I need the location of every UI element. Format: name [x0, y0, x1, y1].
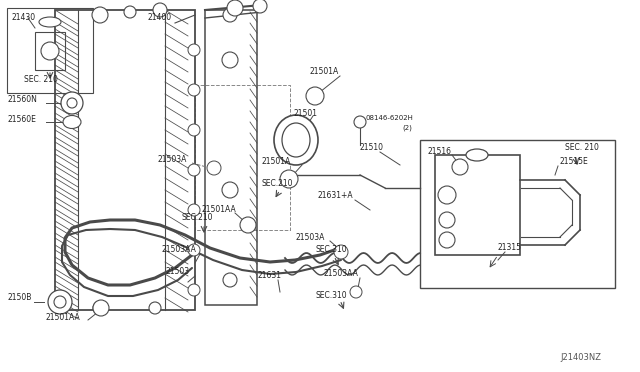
Circle shape — [188, 84, 200, 96]
Circle shape — [354, 116, 366, 128]
Text: 21503AA: 21503AA — [162, 246, 197, 254]
Ellipse shape — [63, 115, 81, 128]
Circle shape — [67, 98, 77, 108]
Ellipse shape — [274, 115, 318, 165]
Circle shape — [306, 87, 324, 105]
Circle shape — [188, 244, 200, 256]
Text: 21501A: 21501A — [262, 157, 291, 167]
Circle shape — [149, 302, 161, 314]
Text: 21430: 21430 — [12, 13, 36, 22]
Circle shape — [207, 161, 221, 175]
Circle shape — [240, 217, 256, 233]
Circle shape — [124, 6, 136, 18]
Bar — [55, 10, 195, 310]
Text: 21503: 21503 — [165, 267, 189, 276]
Text: 08146-6202H: 08146-6202H — [365, 115, 413, 121]
Circle shape — [222, 52, 238, 68]
Circle shape — [439, 212, 455, 228]
Circle shape — [153, 3, 167, 17]
Text: SEC.310: SEC.310 — [315, 292, 347, 301]
Ellipse shape — [466, 149, 488, 161]
Text: (2): (2) — [402, 125, 412, 131]
Circle shape — [61, 92, 83, 114]
Text: 21631: 21631 — [258, 272, 282, 280]
Text: 2150B: 2150B — [8, 294, 33, 302]
Text: SEC.210: SEC.210 — [182, 214, 214, 222]
Text: 21503A: 21503A — [295, 234, 324, 243]
Text: 21400: 21400 — [148, 13, 172, 22]
Circle shape — [188, 44, 200, 56]
Bar — [7, 8, 93, 93]
Text: SEC. 210: SEC. 210 — [565, 144, 599, 153]
Circle shape — [350, 286, 362, 298]
Text: 21510: 21510 — [360, 144, 384, 153]
Ellipse shape — [39, 17, 61, 27]
Circle shape — [223, 8, 237, 22]
Text: 21516: 21516 — [427, 148, 451, 157]
Circle shape — [253, 0, 267, 13]
Text: 21560N: 21560N — [8, 96, 38, 105]
Text: SEC.210: SEC.210 — [262, 180, 294, 189]
Circle shape — [54, 296, 66, 308]
Circle shape — [452, 159, 468, 175]
Bar — [420, 140, 615, 288]
Bar — [205, 10, 257, 305]
Circle shape — [280, 170, 298, 188]
Circle shape — [48, 290, 72, 314]
Bar — [35, 32, 65, 70]
Text: 21560E: 21560E — [8, 115, 37, 125]
Circle shape — [188, 204, 200, 216]
Circle shape — [188, 164, 200, 176]
Text: SEC.310: SEC.310 — [315, 246, 347, 254]
Circle shape — [92, 7, 108, 23]
Text: 21501AA: 21501AA — [45, 314, 80, 323]
Text: J21403NZ: J21403NZ — [560, 353, 601, 362]
Text: 21503A: 21503A — [158, 155, 188, 164]
Circle shape — [188, 124, 200, 136]
Circle shape — [93, 300, 109, 316]
Circle shape — [222, 182, 238, 198]
Circle shape — [93, 301, 107, 315]
Text: SEC. 210: SEC. 210 — [24, 76, 58, 84]
Circle shape — [41, 42, 59, 60]
Circle shape — [334, 245, 348, 259]
Text: 21501AA: 21501AA — [202, 205, 237, 215]
Text: 21515E: 21515E — [560, 157, 589, 167]
Bar — [435, 155, 520, 255]
Text: 21503AA: 21503AA — [323, 269, 358, 279]
Circle shape — [223, 273, 237, 287]
Circle shape — [439, 232, 455, 248]
Circle shape — [227, 0, 243, 16]
Text: 21501A: 21501A — [310, 67, 339, 77]
Text: 21501: 21501 — [293, 109, 317, 118]
Circle shape — [188, 284, 200, 296]
Circle shape — [438, 186, 456, 204]
Text: 21315: 21315 — [497, 244, 521, 253]
Ellipse shape — [282, 123, 310, 157]
Text: 21631+A: 21631+A — [318, 192, 354, 201]
